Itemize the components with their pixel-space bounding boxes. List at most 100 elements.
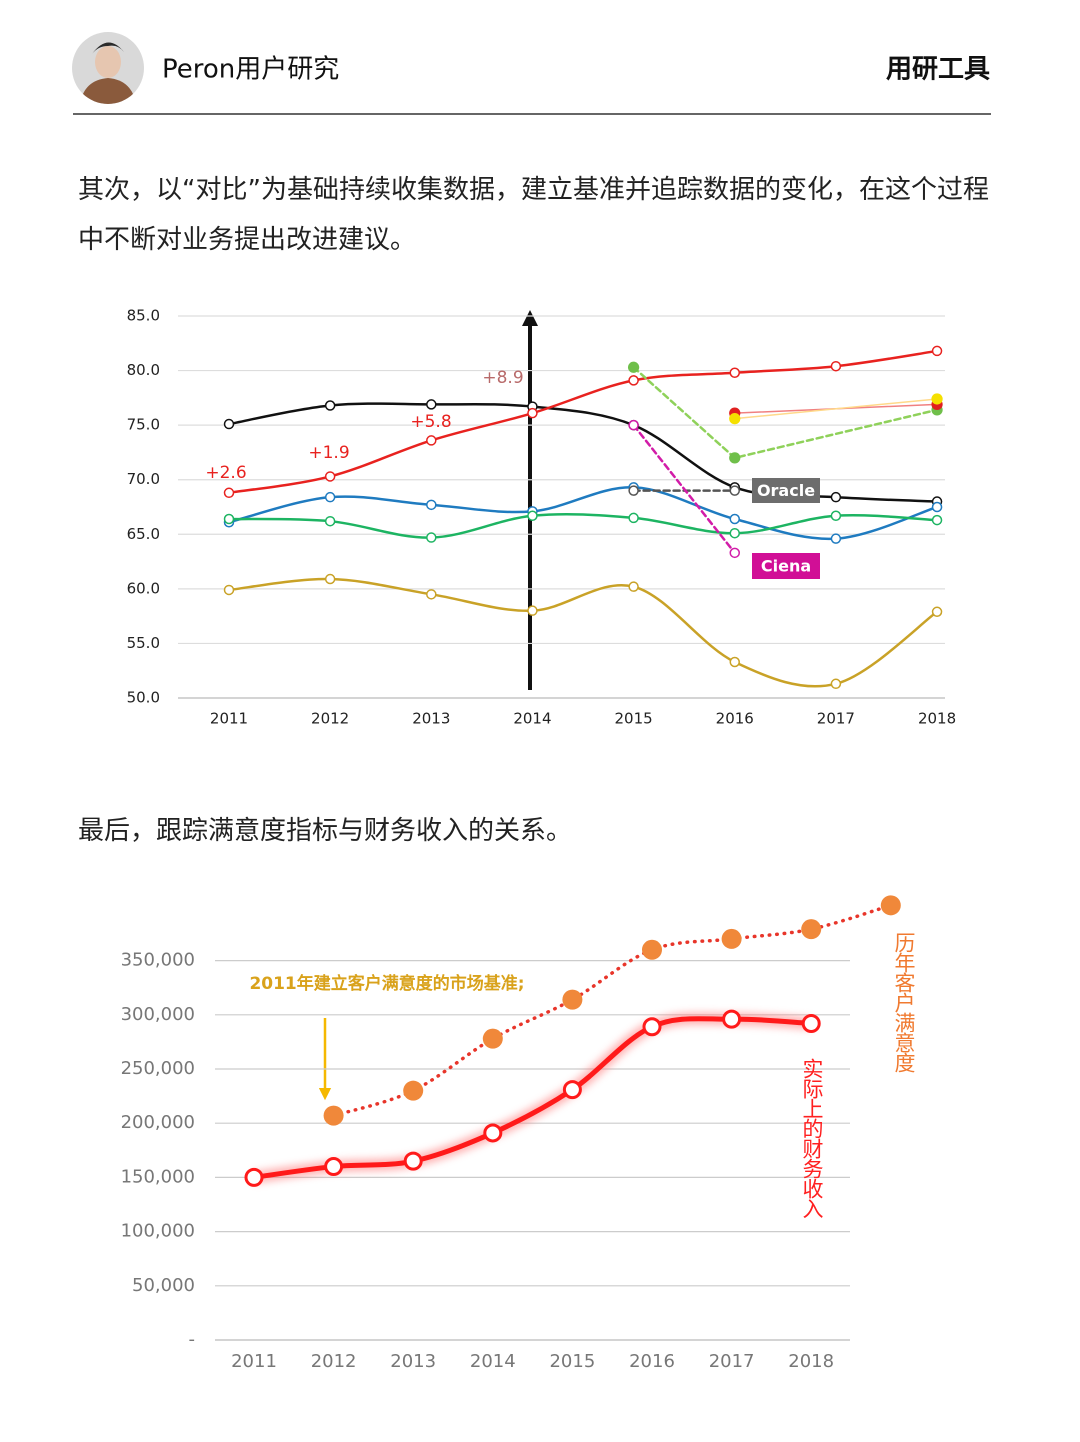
point xyxy=(628,485,639,496)
point xyxy=(931,393,943,405)
point xyxy=(324,515,336,527)
point xyxy=(729,656,740,668)
y-tick-label: 150,000 xyxy=(121,1166,195,1187)
x-tick-label: 2015 xyxy=(549,1351,595,1372)
point xyxy=(729,485,740,496)
series-line xyxy=(227,402,939,503)
y-tick-label: 350,000 xyxy=(121,950,195,971)
x-tick-label: 2014 xyxy=(513,710,551,728)
point xyxy=(830,533,842,544)
point xyxy=(931,501,943,513)
y-tick-label: 100,000 xyxy=(121,1221,195,1242)
annotation: +2.6 xyxy=(205,463,246,483)
point xyxy=(801,1013,821,1033)
x-tick-label: 2014 xyxy=(470,1351,516,1372)
point xyxy=(642,939,662,960)
x-tick-label: 2018 xyxy=(918,710,956,728)
y-tick-label: 200,000 xyxy=(121,1112,195,1133)
point xyxy=(426,532,437,543)
annotation: +8.9 xyxy=(482,368,523,388)
x-tick-label: 2011 xyxy=(231,1351,277,1372)
point xyxy=(628,512,639,524)
series-line xyxy=(632,366,939,460)
point xyxy=(527,605,538,616)
series-line xyxy=(227,486,939,541)
x-tick-label: 2015 xyxy=(615,710,653,728)
point xyxy=(527,407,538,419)
y-tick-label: 50,000 xyxy=(132,1275,195,1296)
point xyxy=(627,361,640,373)
point xyxy=(628,375,639,386)
annotation: 2011年建立客户满意度的市场基准; xyxy=(249,973,524,994)
point xyxy=(223,584,235,596)
series-line xyxy=(734,398,938,420)
point xyxy=(324,573,336,585)
point xyxy=(482,1028,503,1049)
point xyxy=(880,895,901,916)
paragraph: 最后，跟踪满意度指标与财务收入的关系。 xyxy=(78,816,573,846)
author: Peron用户研究 xyxy=(162,55,339,85)
legend-box xyxy=(752,553,820,579)
y-tick-label: 75.0 xyxy=(127,416,160,434)
avatar xyxy=(72,32,144,104)
y-tick-label: - xyxy=(189,1329,196,1350)
point xyxy=(223,513,235,525)
x-tick-label: 2012 xyxy=(311,1351,357,1372)
point xyxy=(562,989,583,1010)
paragraph: 其次，以“对比”为基础持续收集数据，建立基准并追踪数据的变化，在这个过程中不断对… xyxy=(78,175,989,255)
x-tick-label: 2018 xyxy=(788,1351,834,1372)
point xyxy=(244,1167,264,1187)
x-tick-label: 2016 xyxy=(629,1351,675,1372)
point xyxy=(931,514,943,526)
point xyxy=(729,452,741,464)
line-glow xyxy=(253,1012,812,1184)
point xyxy=(562,1080,582,1100)
point xyxy=(722,1009,742,1029)
annotation: +5.8 xyxy=(410,412,451,432)
y-tick-label: 65.0 xyxy=(127,525,160,543)
legend-label: Ciena xyxy=(761,557,811,576)
point xyxy=(721,928,742,949)
series-line xyxy=(227,577,939,688)
point xyxy=(729,527,740,539)
y-tick-label: 85.0 xyxy=(127,307,160,325)
x-tick-label: 2017 xyxy=(817,710,855,728)
point xyxy=(403,1080,424,1101)
series-line xyxy=(632,423,736,555)
point xyxy=(403,1151,423,1171)
point xyxy=(324,400,336,411)
point xyxy=(324,1157,344,1177)
x-tick-label: 2016 xyxy=(716,710,754,728)
point xyxy=(324,471,336,482)
legend-box xyxy=(752,478,820,503)
point xyxy=(426,399,437,410)
point xyxy=(628,581,639,592)
point xyxy=(426,499,437,511)
legend-label: 实际上的财务收入 xyxy=(800,1058,824,1218)
point xyxy=(483,1123,503,1143)
point xyxy=(830,510,842,521)
point xyxy=(642,1017,662,1037)
point xyxy=(223,418,235,430)
point xyxy=(527,510,538,521)
point xyxy=(628,419,639,431)
series-line xyxy=(227,512,939,539)
point xyxy=(323,1105,344,1126)
point xyxy=(426,435,437,446)
point xyxy=(729,367,740,379)
legend-label: 历年客户满意度 xyxy=(892,932,916,1073)
point xyxy=(426,589,437,600)
y-tick-label: 80.0 xyxy=(127,361,160,379)
x-tick-label: 2011 xyxy=(210,710,248,728)
y-tick-label: 50.0 xyxy=(127,689,160,707)
tag: 用研工具 xyxy=(886,55,990,85)
point xyxy=(729,547,740,559)
point xyxy=(223,487,235,499)
y-tick-label: 250,000 xyxy=(121,1058,195,1079)
point xyxy=(729,412,741,425)
point xyxy=(729,513,740,525)
point xyxy=(324,491,336,503)
point xyxy=(931,345,943,357)
